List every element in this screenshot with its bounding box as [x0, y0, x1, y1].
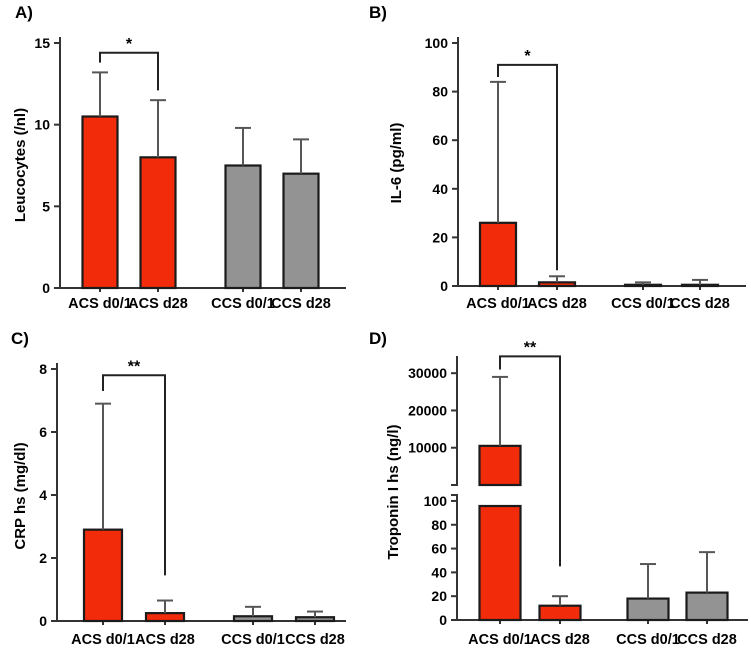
panel-a-significance-label: *	[126, 36, 133, 53]
panel-d-y-tick-label-0: 0	[439, 612, 447, 628]
panel-d-y-tick-label-10000: 10000	[408, 440, 447, 456]
panel-b-category-label-ccs-d0-1: CCS d0/1	[611, 296, 675, 312]
panel-c-bar-ccs-d0-1	[232, 615, 274, 623]
panel-c-y-tick-label-6: 6	[39, 424, 47, 440]
panel-b-y-tick-label-80: 80	[432, 84, 448, 100]
panel-b-significance-label: *	[524, 48, 531, 65]
panel-a-bar-ccs-d28	[282, 172, 320, 290]
panel-c-category-label-ccs-d28: CCS d28	[285, 632, 345, 648]
panel-d-y-tick-label-20000: 20000	[408, 402, 447, 418]
panel-b-bar-acs-d28	[537, 281, 577, 288]
panel-a-category-label-ccs-d0-1: CCS d0/1	[211, 296, 275, 312]
panel-d-bar-acs-d0-1-lower	[478, 504, 522, 622]
panel-c-bar-acs-d28	[144, 612, 186, 623]
panel-c-y-tick-label-2: 2	[39, 550, 47, 566]
panel-a-y-axis-title: Leucocytes (/nl)	[12, 107, 29, 223]
panel-a-y-tick-label-5: 5	[42, 198, 50, 214]
panel-d-y-tick-label-30000: 30000	[408, 365, 447, 381]
panel-c-y-tick-label-0: 0	[39, 613, 47, 629]
panel-d-y-tick-label-20: 20	[431, 588, 447, 604]
panel-a-y-tick-label-0: 0	[42, 280, 50, 296]
panel-b-category-label-acs-d0-1: ACS d0/1	[466, 296, 530, 312]
panel-d-bar-ccs-d0-1	[626, 597, 670, 622]
panel-d-category-label-acs-d28: ACS d28	[530, 632, 590, 648]
panel-d-significance-label: **	[524, 339, 537, 356]
panel-c-bar-acs-d0-1	[82, 528, 124, 623]
panel-a-category-label-acs-d28: ACS d28	[128, 296, 188, 312]
panel-c-y-tick-label-4: 4	[39, 487, 47, 503]
panel-b-bar-ccs-d0-1	[623, 283, 663, 288]
panel-a-significance-bracket	[99, 51, 159, 91]
panel-a-category-label-acs-d0-1: ACS d0/1	[68, 296, 132, 312]
panel-b-y-tick-label-0: 0	[440, 278, 448, 294]
panel-d-y-tick-label-60: 60	[431, 541, 447, 557]
panel-a-y-tick-label-15: 15	[34, 35, 50, 51]
panel-d-significance-bracket	[499, 355, 561, 567]
panel-b-category-label-acs-d28: ACS d28	[527, 296, 587, 312]
panel-a-bar-acs-d28	[139, 156, 177, 290]
panel-d-y-tick-label-100: 100	[424, 493, 448, 509]
panel-c-significance-bracket	[102, 374, 166, 576]
panel-c-significance-label: **	[128, 358, 141, 375]
panel-c-label: C)	[11, 329, 29, 348]
panel-b-y-tick-label-20: 20	[432, 229, 448, 245]
panel-d-y-axis-title: Troponin I hs (ng/l)	[385, 424, 402, 560]
panel-b-significance-bracket	[497, 63, 558, 271]
panel-c-category-label-acs-d28: ACS d28	[135, 632, 195, 648]
panel-b-y-tick-label-100: 100	[425, 35, 449, 51]
panel-b-label: B)	[369, 3, 387, 22]
panel-c-category-label-acs-d0-1: ACS d0/1	[71, 632, 135, 648]
panel-a-bar-ccs-d0-1	[224, 164, 262, 290]
panel-c-y-axis-title: CRP hs (mg/dl)	[12, 442, 29, 550]
panel-b-bar-acs-d0-1	[478, 221, 518, 288]
panel-a-category-label-ccs-d28: CCS d28	[271, 296, 331, 312]
panel-b-category-label-ccs-d28: CCS d28	[670, 296, 730, 312]
panel-a-label: A)	[15, 3, 33, 22]
panel-d-category-label-ccs-d28: CCS d28	[677, 632, 737, 648]
panel-d-category-label-acs-d0-1: ACS d0/1	[468, 632, 532, 648]
panel-b-bar-ccs-d28	[680, 283, 720, 288]
panel-b-y-tick-label-60: 60	[432, 132, 448, 148]
panel-d-bar-ccs-d28	[685, 591, 729, 622]
panel-d-category-label-ccs-d0-1: CCS d0/1	[616, 632, 680, 648]
panel-c-category-label-ccs-d0-1: CCS d0/1	[221, 632, 285, 648]
panel-c-bar-ccs-d28	[294, 616, 336, 623]
panel-c-y-tick-label-8: 8	[39, 361, 47, 377]
panel-d-y-tick-label-40: 40	[431, 564, 447, 580]
panel-d-y-tick-label-80: 80	[431, 517, 447, 533]
panel-d-label: D)	[369, 329, 387, 348]
panel-d-bar-acs-d28	[538, 604, 582, 622]
panel-a-y-tick-label-10: 10	[34, 117, 50, 133]
panel-b-y-tick-label-40: 40	[432, 181, 448, 197]
panel-d-bar-acs-d0-1-upper	[478, 444, 522, 487]
panel-b-y-axis-title: IL-6 (pg/ml)	[388, 122, 405, 204]
panel-a-bar-acs-d0-1	[81, 115, 119, 290]
